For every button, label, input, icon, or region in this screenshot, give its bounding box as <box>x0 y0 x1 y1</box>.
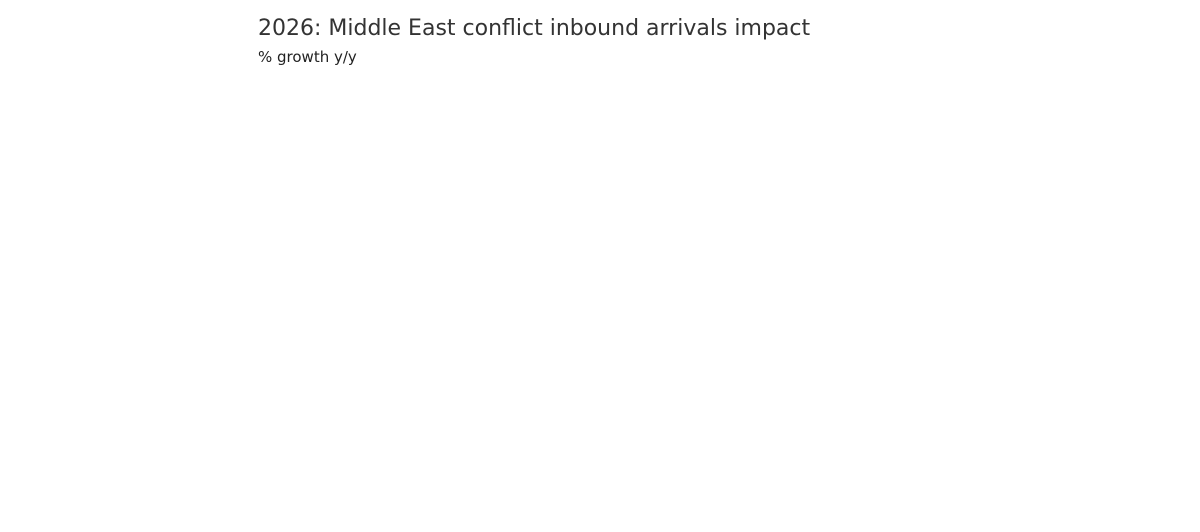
y-axis-label: % growth y/y <box>258 48 357 66</box>
data-label: -12% <box>800 338 831 352</box>
bar-early-resolution <box>787 273 844 331</box>
legend-swatch <box>367 126 378 138</box>
data-label: -11% <box>602 334 633 348</box>
data-label: -34% <box>856 443 887 457</box>
bar-base <box>532 235 589 274</box>
legend-label: Two-month conflict <box>381 153 524 171</box>
data-label: 13% <box>349 194 376 208</box>
y-tick-label: 40% <box>275 76 308 94</box>
legend-label: Base <box>382 94 419 112</box>
y-tick-label: -10% <box>269 313 308 331</box>
data-label: -26% <box>658 405 689 419</box>
x-tick-label: GCC <box>601 484 634 502</box>
bar-base <box>730 107 788 274</box>
data-label: 35% <box>746 90 773 104</box>
y-tick-label: 0% <box>284 266 308 284</box>
legend-swatch <box>367 97 378 108</box>
bar-two-month-conflict <box>645 273 702 397</box>
bar-base <box>334 211 391 274</box>
bar-early-resolution <box>390 273 447 326</box>
y-tick-label: -30% <box>269 408 308 426</box>
y-tick-label: 20% <box>275 171 308 189</box>
bar-two-month-conflict <box>843 273 901 435</box>
bar-early-resolution <box>588 273 646 326</box>
legend-label: Early resolution <box>382 124 499 142</box>
bar-two-month-conflict <box>447 273 504 402</box>
data-label: -11% <box>403 334 434 348</box>
y-tick-label: -40% <box>269 455 308 473</box>
y-tick-label: 30% <box>275 123 308 141</box>
data-label: -27% <box>460 409 491 423</box>
data-label: 8% <box>551 218 570 232</box>
x-tick-label: ME <box>408 484 430 502</box>
chart-title: 2026: Middle East conflict inbound arriv… <box>258 16 811 41</box>
legend-swatch <box>367 156 378 167</box>
x-tick-label: Non-GCC <box>782 484 850 502</box>
y-tick-label: -20% <box>269 360 308 378</box>
y-tick-label: 10% <box>275 218 308 236</box>
